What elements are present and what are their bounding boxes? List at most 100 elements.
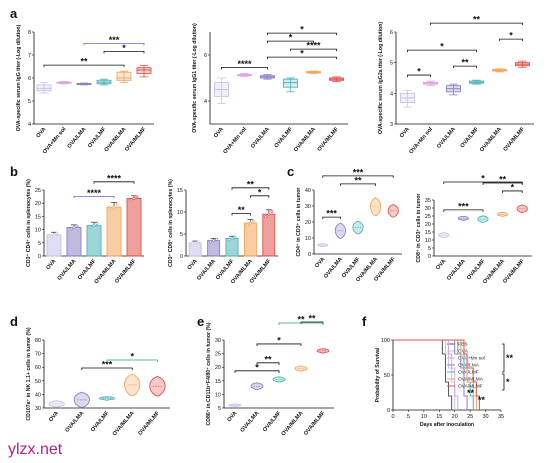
y-tick-label: 25: [35, 188, 41, 194]
y-tick-label: 5: [180, 232, 183, 238]
x-tick-label: 0: [391, 414, 394, 420]
bar: [66, 227, 82, 257]
survival-line: [393, 339, 468, 410]
significance-label: ****: [306, 41, 321, 51]
y-axis-label: CD3⁺ CD8⁺ cells in splenocytes (%): [168, 179, 174, 267]
y-tick-label: 40: [305, 188, 311, 194]
y-tick-label: 25: [425, 214, 431, 220]
x-tick-label: OVA/MLMF: [114, 258, 138, 285]
violin: [48, 400, 65, 408]
bar: [126, 197, 142, 257]
significance-label: *: [289, 33, 293, 43]
chart-a-2: 3 4 5 6 OVA-specific serum IgG2a titer (-Log…: [378, 15, 534, 155]
significance-bracket: [407, 74, 431, 78]
legend-label: OVA/MLMF: [458, 384, 483, 390]
significance-label: **: [354, 175, 362, 185]
significance-bracket: [93, 181, 135, 184]
data-point: [109, 208, 113, 212]
x-tick-label: OVA/LMA: [250, 126, 271, 149]
significance-bracket: [106, 359, 158, 362]
significance-label: *: [130, 352, 134, 362]
significance-label: ***: [353, 167, 364, 177]
violin: [98, 396, 116, 401]
data-point: [233, 235, 237, 239]
significance-label: *: [258, 187, 262, 197]
significance-bracket: [322, 216, 341, 220]
y-tick-label: 40: [35, 392, 41, 398]
significance-label: *: [300, 25, 304, 35]
significance-label: *: [509, 31, 513, 41]
x-tick-label: OVA/MLMF: [503, 126, 527, 153]
x-tick-label: OVA+Mn sol: [408, 126, 434, 155]
y-tick-label: 6: [204, 53, 207, 59]
significance-label: *: [122, 43, 126, 53]
significance-bracket: [103, 50, 145, 54]
y-tick-label: 20: [305, 220, 311, 226]
significance-label: *: [511, 182, 515, 192]
violin: [124, 373, 141, 397]
survival-annotation: **: [506, 353, 514, 363]
y-tick-label: 20: [215, 365, 221, 371]
survival-line: [393, 339, 459, 410]
y-tick-label: 15: [425, 230, 431, 236]
x-tick-label: OVA: [435, 258, 447, 271]
y-tick-label: 70: [35, 352, 41, 358]
significance-label: **: [461, 58, 469, 68]
x-tick-label: 20: [452, 414, 458, 420]
y-tick-label: 5: [390, 61, 393, 67]
survival-bracket: [502, 373, 505, 391]
y-tick-label: 50: [35, 379, 41, 385]
y-tick-label: 15: [35, 214, 41, 220]
y-tick-label: 35: [425, 198, 431, 204]
x-tick-label: OVA/MLMA: [479, 126, 503, 153]
panel-label-f: f: [362, 314, 367, 329]
x-tick-label: OVA/LMA: [446, 258, 467, 281]
data-point: [92, 224, 96, 228]
y-tick-label: 10: [215, 392, 221, 398]
significance-bracket: [340, 183, 376, 186]
significance-bracket: [453, 65, 477, 69]
y-tick-label: 5: [28, 99, 31, 105]
significance-bracket: [430, 22, 523, 26]
box: [283, 78, 298, 88]
data-point: [132, 197, 136, 200]
panel-label-e: e: [197, 314, 204, 329]
data-point: [193, 241, 197, 245]
x-tick-label: 5: [407, 414, 410, 420]
y-tick-label: 8: [28, 30, 31, 36]
y-tick-label: 30: [425, 206, 431, 212]
significance-bracket: [231, 187, 270, 190]
x-tick-label: 10: [421, 414, 427, 420]
y-tick-label: 20: [425, 222, 431, 228]
bar: [225, 237, 239, 257]
legend-label: PBS: [458, 342, 468, 348]
data-point: [267, 212, 271, 216]
significance-bracket: [267, 32, 337, 36]
significance-bracket: [256, 362, 280, 365]
x-tick-label: OVA/LMA: [64, 410, 85, 433]
x-tick-label: OVA+Mn sol: [222, 126, 248, 155]
y-tick-label: 7: [28, 53, 31, 59]
y-tick-label: 4: [204, 99, 207, 105]
significance-label: ***: [326, 209, 337, 219]
y-tick-label: 3: [390, 122, 393, 128]
x-tick-label: OVA/LMA: [196, 258, 217, 281]
y-tick-label: 0: [387, 408, 390, 414]
box: [136, 67, 152, 74]
y-tick-label: 80: [35, 338, 41, 344]
significance-bracket: [81, 367, 133, 370]
x-tick-label: OVA/LMF: [274, 126, 295, 149]
significance-label: *: [300, 49, 304, 59]
y-tick-label: 10: [177, 210, 183, 216]
y-tick-label: 6: [28, 76, 31, 82]
x-tick-label: 30: [483, 414, 489, 420]
significance-bracket: [221, 67, 268, 70]
y-tick-label: 10: [425, 238, 431, 244]
chart-a-0: 4 5 6 7 8 OVA-specific serum IgG titer (-Log …: [16, 24, 154, 155]
significance-label: ***: [102, 360, 113, 370]
significance-label: *: [417, 67, 421, 77]
y-axis-label: CD8⁺ in CD3⁺ cells in tumor: [416, 194, 422, 263]
